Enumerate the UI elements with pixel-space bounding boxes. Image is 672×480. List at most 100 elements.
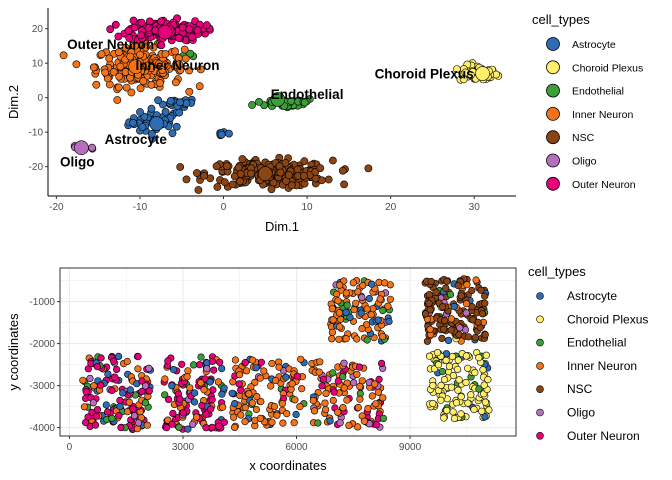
spatial-point-inner-neuron [133,425,142,433]
spatial-point-endothelial [314,419,322,427]
umap-point-inner-neuron [171,78,180,87]
umap-point-endothelial [300,98,309,107]
spatial-point-endothelial [141,399,150,407]
umap-point-astrocyte [166,97,175,105]
spatial-point-astrocyte [184,425,192,433]
spatial-point-inner-neuron [270,402,279,411]
spatial-point-choroid-plexus [433,349,442,357]
spatial-point-inner-neuron [371,380,379,388]
spatial-point-endothelial [343,301,351,309]
spatial-point-astrocyte [218,365,226,373]
spatial-point-endothelial [190,361,198,369]
umap-legend-label-outer-neuron: Outer Neuron [572,179,636,191]
spatial-point-inner-neuron [197,379,205,387]
umap-point-outer-neuron [202,21,211,30]
umap-point-inner-neuron [109,68,118,76]
spatial-point-inner-neuron [79,376,87,384]
spatial-point-nsc [438,334,446,343]
spatial-point-oligo [86,374,94,383]
spatial-point-nsc [439,303,447,311]
spatial-point-inner-neuron [278,399,287,408]
spatial-point-oligo [134,419,143,427]
umap-legend-key-astrocyte [546,37,560,51]
spatial-point-endothelial [329,369,337,377]
spatial-point-outer-neuron [375,375,383,384]
spatial-legend-label-nsc: NSC [567,382,593,396]
spatial-point-choroid-plexus [442,356,450,365]
spatial-point-outer-neuron [208,396,216,404]
spatial-point-inner-neuron [353,335,361,343]
spatial-point-inner-neuron [316,358,324,366]
spatial-point-outer-neuron [134,352,142,361]
spatial-point-oligo [340,359,348,367]
spatial-point-astrocyte [481,413,489,421]
spatial-point-inner-neuron [329,316,337,324]
umap-point-outer-neuron [106,25,115,34]
spatial-point-endothelial [446,290,455,299]
umap-x-axis-title: Dim.1 [265,219,299,234]
spatial-point-oligo [336,419,344,427]
umap-centroid-nsc [257,166,273,181]
umap-point-outer-neuron [178,23,187,32]
spatial-point-outer-neuron [91,421,100,429]
umap-x-tick-label: 20 [385,202,397,213]
umap-point-inner-neuron [59,51,68,60]
spatial-point-outer-neuron [115,411,123,420]
spatial-point-inner-neuron [243,367,251,375]
spatial-point-inner-neuron [296,403,304,411]
spatial-point-inner-neuron [236,371,244,379]
spatial-point-inner-neuron [447,315,456,323]
spatial-point-nsc [457,292,465,300]
spatial-legend-label-oligo: Oligo [567,406,595,420]
umap-centroid-choroid-plexus [475,66,490,81]
umap-point-nsc [316,164,325,172]
spatial-point-inner-neuron [362,321,371,329]
umap-point-astrocyte [182,99,191,108]
umap-point-endothelial [255,98,263,106]
spatial-x-axis-title: x coordinates [249,458,327,473]
umap-point-choroid-plexus [461,68,470,77]
umap-legend-key-inner-neuron [546,107,560,121]
spatial-point-endothelial [438,367,447,376]
spatial-point-inner-neuron [356,395,364,403]
umap-point-inner-neuron [127,88,136,97]
spatial-point-nsc [481,299,489,307]
umap-legend-label-astrocyte: Astrocyte [572,39,616,51]
spatial-point-outer-neuron [196,361,204,369]
umap-point-inner-neuron [114,83,123,92]
umap-centroid-astrocyte [149,116,164,131]
spatial-point-astrocyte [385,317,393,326]
umap-point-inner-neuron [72,60,81,69]
umap-legend-label-choroid-plexus: Choroid Plexus [572,62,643,74]
umap-point-nsc [222,162,231,170]
umap-point-inner-neuron [121,43,130,52]
spatial-point-inner-neuron [328,328,337,337]
spatial-point-inner-neuron [186,384,194,392]
spatial-point-endothelial [363,336,371,344]
spatial-point-inner-neuron [161,375,169,383]
spatial-point-outer-neuron [208,423,216,432]
spatial-point-nsc [423,337,432,345]
spatial-point-outer-neuron [257,358,266,366]
umap-legend-key-choroid-plexus [546,60,560,75]
spatial-point-inner-neuron [353,370,361,379]
spatial-legend-key-outer-neuron [536,431,544,440]
spatial-point-choroid-plexus [467,391,475,399]
spatial-point-nsc [454,282,462,290]
spatial-point-astrocyte [342,308,350,317]
umap-point-nsc [324,175,333,184]
spatial-point-outer-neuron [163,424,171,432]
spatial-point-inner-neuron [214,378,222,386]
spatial-point-inner-neuron [354,423,362,431]
spatial-point-nsc [447,326,455,334]
spatial-point-outer-neuron [97,381,105,389]
spatial-point-inner-neuron [374,388,383,396]
spatial-point-nsc [468,303,476,311]
umap-point-inner-neuron [113,96,122,104]
spatial-point-outer-neuron [198,402,206,410]
spatial-point-choroid-plexus [470,405,478,414]
umap-point-endothelial [186,49,195,58]
spatial-point-nsc [427,277,435,286]
spatial-point-astrocyte [168,382,176,390]
spatial-point-inner-neuron [372,400,380,408]
